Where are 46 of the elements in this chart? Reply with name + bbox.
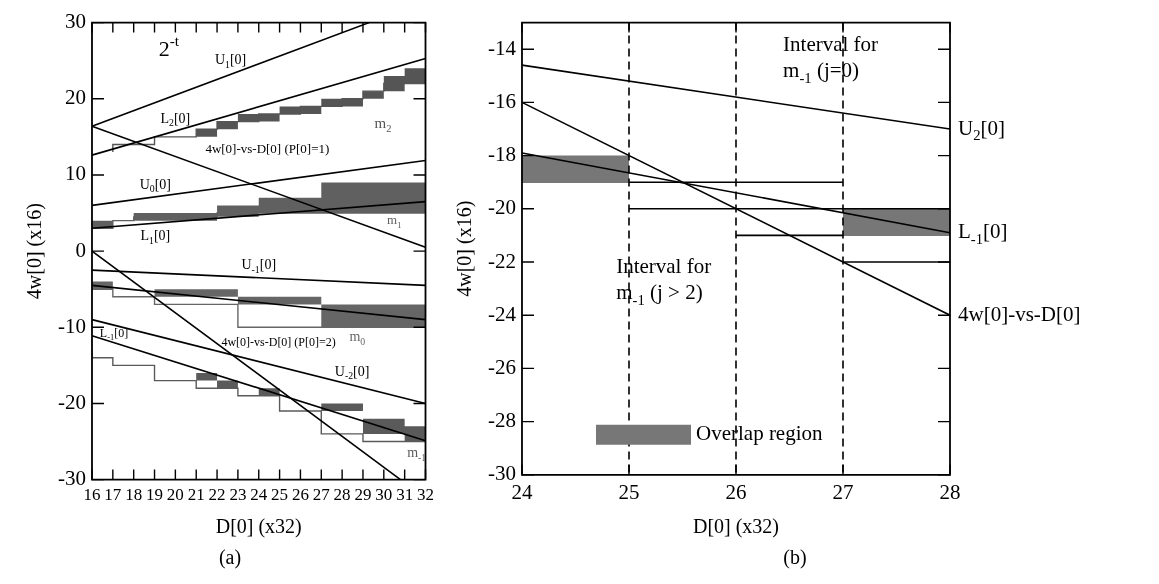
y-tick-label: -28 <box>487 408 516 433</box>
y-tick-label: -16 <box>487 88 516 113</box>
x-axis-title: D[0] (x32) <box>215 515 302 539</box>
x-tick-label: 26 <box>725 479 747 504</box>
x-axis-title: D[0] (x32) <box>692 515 780 539</box>
y-tick-label: -18 <box>487 142 516 167</box>
y-tick-label: 10 <box>64 161 86 186</box>
x-tick-label: 22 <box>208 485 226 505</box>
y-tick-label: 20 <box>64 85 86 110</box>
y-tick-label: 0 <box>75 237 86 262</box>
x-tick-label: 16 <box>83 485 101 505</box>
legend-label: Overlap region <box>696 421 824 446</box>
y-tick-label: 30 <box>64 9 86 34</box>
y-tick-label: -10 <box>57 313 86 338</box>
series-label: 4w[0]-vs-D[0] (P[0]=1) <box>205 141 330 157</box>
series-label: 4w[0]-vs-D[0] (P[0]=2) <box>221 334 336 349</box>
x-tick-label: 28 <box>333 485 351 505</box>
x-tick-label: 17 <box>104 485 122 505</box>
y-tick-label: -20 <box>487 195 516 220</box>
x-tick-label: 30 <box>375 485 393 505</box>
x-tick-label: 27 <box>312 485 331 505</box>
y-tick-label: -20 <box>57 389 86 414</box>
y-tick-label: -30 <box>57 466 86 491</box>
x-tick-label: 27 <box>832 479 854 504</box>
x-tick-label: 25 <box>618 479 640 504</box>
x-tick-label: 24 <box>250 485 268 505</box>
text: (b) <box>783 546 807 569</box>
x-tick-label: 28 <box>939 479 961 504</box>
text: (a) <box>218 546 242 569</box>
x-tick-label: 31 <box>396 485 414 505</box>
x-tick-label: 23 <box>229 485 247 505</box>
x-tick-label: 29 <box>354 485 372 505</box>
x-tick-label: 32 <box>417 485 434 505</box>
y-tick-label: -22 <box>487 248 516 273</box>
y-axis-title: 4w[0] (x16) <box>23 203 47 300</box>
x-tick-label: 20 <box>166 485 184 505</box>
y-tick-label: -24 <box>487 301 517 326</box>
legend-label: 4w[0]-vs-D[0] <box>958 301 1081 326</box>
x-tick-label: 21 <box>187 485 205 505</box>
y-tick-label: -26 <box>487 354 516 379</box>
y-tick-label: -14 <box>487 35 517 60</box>
x-tick-label: 25 <box>271 485 289 505</box>
y-axis-title: 4w[0] (x16) <box>453 200 477 297</box>
x-tick-label: 26 <box>291 485 309 505</box>
x-tick-label: 18 <box>125 485 143 505</box>
x-tick-label: 19 <box>146 485 164 505</box>
